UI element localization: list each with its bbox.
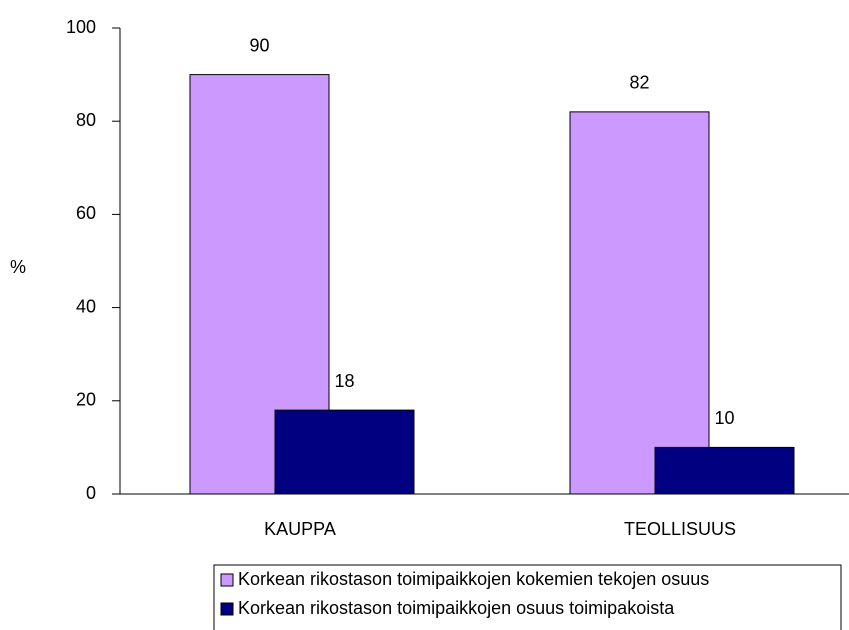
legend-label: Korkean rikostason toimipaikkojen kokemi… [238,569,709,589]
y-tick-label: 20 [76,390,96,410]
value-label: 82 [629,73,649,93]
y-tick-label: 80 [76,110,96,130]
legend-label: Korkean rikostason toimipaikkojen osuus … [238,598,675,618]
y-axis-label: % [10,257,26,277]
value-label: 90 [249,35,269,55]
y-tick-label: 0 [86,483,96,503]
x-tick-label: TEOLLISUUS [624,519,736,539]
bar [569,111,710,495]
value-label: 18 [334,371,354,391]
bar [654,446,795,495]
y-tick-label: 40 [76,296,96,316]
legend-swatch [220,602,234,616]
bar [274,409,415,495]
legend-swatch [220,573,234,587]
y-tick-label: 60 [76,203,96,223]
x-tick-label: KAUPPA [264,519,336,539]
y-tick-label: 100 [66,17,96,37]
value-label: 10 [714,408,734,428]
legend-box [213,564,842,630]
